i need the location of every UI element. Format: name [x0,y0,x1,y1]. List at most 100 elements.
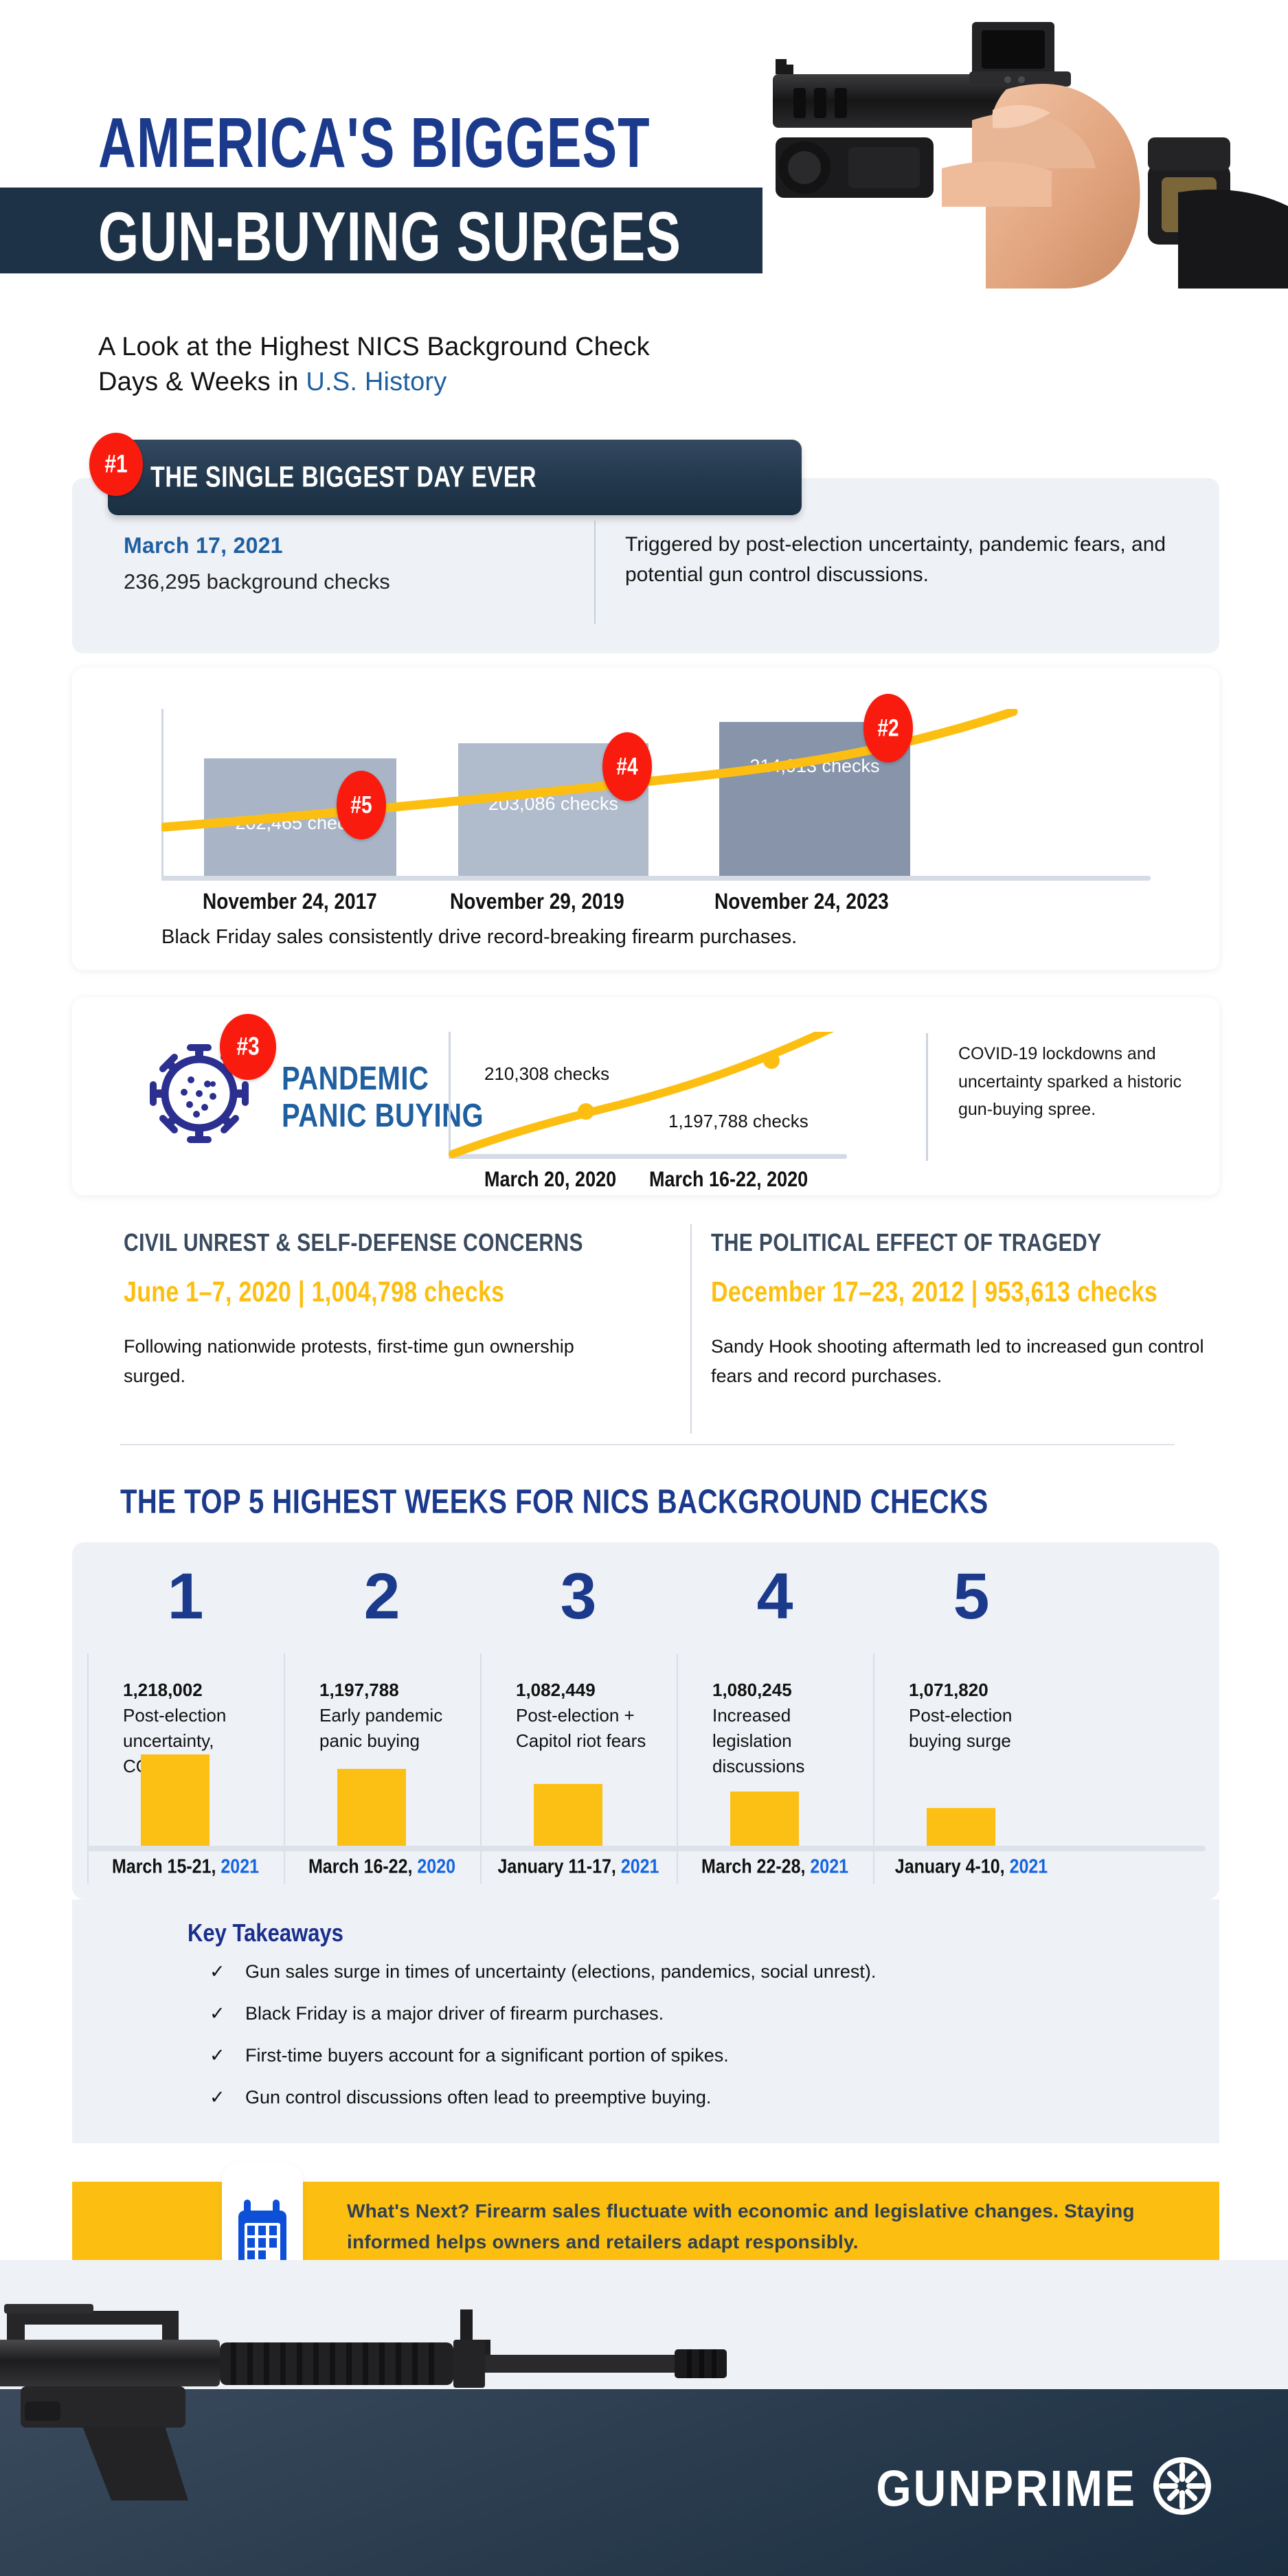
card-divider [594,521,596,624]
top5-separator [87,1653,89,1884]
biggest-day-ribbon-label: THE SINGLE BIGGEST DAY EVER [150,460,537,494]
chart-y-axis [161,709,163,881]
political-effect-body: Sandy Hook shooting aftermath led to inc… [711,1336,1204,1387]
key-takeaway-text: Gun sales surge in times of uncertainty … [245,1961,877,1982]
top5-date-1-year: 2021 [221,1855,260,1878]
rank-badge-3: #3 [220,1014,276,1080]
key-takeaway-text: Gun control discussions often lead to pr… [245,2087,712,2108]
top5-date-3-month: January 11-17, [497,1855,616,1878]
civil-unrest-body: Following nationwide protests, first-tim… [124,1336,574,1387]
top5-date-4-year: 2021 [810,1855,849,1878]
top5-rank-4: 4 [756,1560,793,1633]
top5-value-4: 1,080,245 [712,1680,792,1700]
pandemic-x-label-2: March 16-22, 2020 [649,1167,809,1191]
rank-badge-5: #5 [337,771,386,839]
section-two-column: CIVIL UNREST & SELF-DEFENSE CONCERNS Jun… [72,1224,1219,1445]
civil-unrest-stat: June 1–7, 2020 | 1,004,798 checks [124,1276,505,1309]
rank-badge-1-label: #1 [104,449,128,478]
top5-rank-2: 2 [363,1560,400,1633]
x-label-2017: November 24, 2017 [203,889,377,914]
top5-column-4: 4 1,080,245 Increased legislation discus… [677,1542,873,1899]
top5-bar-3 [534,1784,602,1847]
page-title-line1: AMERICA'S BIGGEST [98,104,651,183]
top5-date-2-year: 2020 [417,1855,456,1878]
list-item: ✓ Black Friday is a major driver of fire… [210,2003,1171,2045]
top5-date-1-month: March 15-21, [111,1855,216,1878]
brand-logo: GUNPRIME [876,2456,1212,2520]
x-label-2023: November 24, 2023 [714,889,889,914]
top5-value-5: 1,071,820 [909,1680,988,1700]
section-bottom-rule [120,1444,1175,1445]
rank-badge-1: #1 [89,433,143,496]
political-effect-heading: THE POLITICAL EFFECT OF TRAGEDY [711,1230,1102,1257]
cta-text: What's Next? Firearm sales fluctuate wit… [347,2200,1135,2253]
section-pandemic: #3 PANDEMIC PANIC BUYING 210,308 checks … [72,997,1219,1195]
subtitle-line2: Days & Weeks in U.S. History [98,365,650,400]
top5-date-2: March 16-22, 2020 [284,1855,480,1878]
check-icon: ✓ [210,2045,225,2066]
pandemic-trend-line [449,1032,835,1158]
column-political-effect: THE POLITICAL EFFECT OF TRAGEDY December… [711,1230,1206,1391]
chart-x-axis [161,876,1151,881]
coronavirus-icon [144,1039,254,1149]
key-takeaways-heading: Key Takeaways [188,1919,343,1947]
top5-baseline-axis [87,1846,1206,1851]
top5-column-2: 2 1,197,788 Early pandemic panic buying [284,1542,480,1899]
key-takeaway-text: Black Friday is a major driver of firear… [245,2003,664,2024]
biggest-day-description: Triggered by post-election uncertainty, … [625,533,1166,586]
rank-badge-4-label: #4 [616,753,638,780]
pandemic-label-line1: PANDEMIC [282,1061,429,1097]
subtitle-link-us-history[interactable]: U.S. History [306,368,447,397]
pandemic-value-label-2: 1,197,788 checks [668,1111,809,1131]
black-friday-chart: 202,465 checks 203,086 checks 214,913 ch… [161,694,1151,881]
biggest-day-ribbon: THE SINGLE BIGGEST DAY EVER [108,440,802,515]
biggest-day-date: March 17, 2021 [124,533,283,558]
top5-section-title: THE TOP 5 HIGHEST WEEKS FOR NICS BACKGRO… [120,1484,988,1521]
rank-badge-2-label: #2 [877,714,899,741]
top5-date-5-month: January 4-10, [894,1855,1005,1878]
biggest-day-checks: 236,295 background checks [124,569,390,594]
ar15-rifle-image [0,2274,790,2500]
top5-bar-5 [927,1808,995,1847]
top5-separator [677,1653,678,1884]
top5-separator [480,1653,482,1884]
top5-separator [284,1653,285,1884]
list-item: ✓ First-time buyers account for a signif… [210,2045,1171,2087]
x-label-2019: November 29, 2019 [450,889,624,914]
top5-value-1: 1,218,002 [123,1680,203,1700]
top5-date-2-month: March 16-22, [308,1855,413,1878]
check-icon: ✓ [210,2087,225,2108]
top5-column-3: 3 1,082,449 Post-election + Capitol riot… [480,1542,677,1899]
brand-name: GUNPRIME [876,2459,1137,2516]
top5-value-2: 1,197,788 [319,1680,399,1700]
list-item: ✓ Gun control discussions often lead to … [210,2087,1171,2129]
rank-badge-2: #2 [863,694,913,762]
top5-bar-4 [730,1792,799,1847]
top5-date-1: March 15-21, 2021 [87,1855,284,1878]
top5-cause-4: Increased legislation discussions [712,1705,805,1776]
rank-badge-5-label: #5 [350,791,372,818]
top5-rank-1: 1 [167,1560,204,1633]
top5-separator [873,1653,874,1884]
top5-bar-1 [141,1754,210,1847]
top5-column-1: 1 1,218,002 Post-election uncertainty, C… [87,1542,284,1899]
top5-cause-5: Post-election buying surge [909,1705,1013,1751]
pandemic-x-label-1: March 20, 2020 [484,1167,617,1191]
pandemic-divider [926,1033,928,1161]
column-civil-unrest: CIVIL UNREST & SELF-DEFENSE CONCERNS Jun… [124,1230,618,1391]
key-takeaway-text: First-time buyers account for a signific… [245,2045,729,2066]
top5-date-4-month: March 22-28, [701,1855,806,1878]
top5-date-3-year: 2021 [620,1855,659,1878]
key-takeaways-panel: Key Takeaways ✓ Gun sales surge in times… [72,1899,1219,2143]
top5-date-5-year: 2021 [1009,1855,1048,1878]
subtitle-line2-plain: Days & Weeks in [98,368,306,397]
column-divider [690,1224,692,1434]
section-black-friday: 202,465 checks 203,086 checks 214,913 ch… [72,668,1219,970]
page-title-line2: GUN-BUYING SURGES [98,198,681,276]
page-footer [0,2389,1288,2576]
pandemic-description: COVID-19 lockdowns and uncertainty spark… [958,1044,1182,1119]
subtitle-line1: A Look at the Highest NICS Background Ch… [98,332,650,361]
top5-bar-2 [337,1769,406,1847]
rank-badge-4: #4 [602,732,652,801]
top5-cause-3: Post-election + Capitol riot fears [516,1705,646,1751]
